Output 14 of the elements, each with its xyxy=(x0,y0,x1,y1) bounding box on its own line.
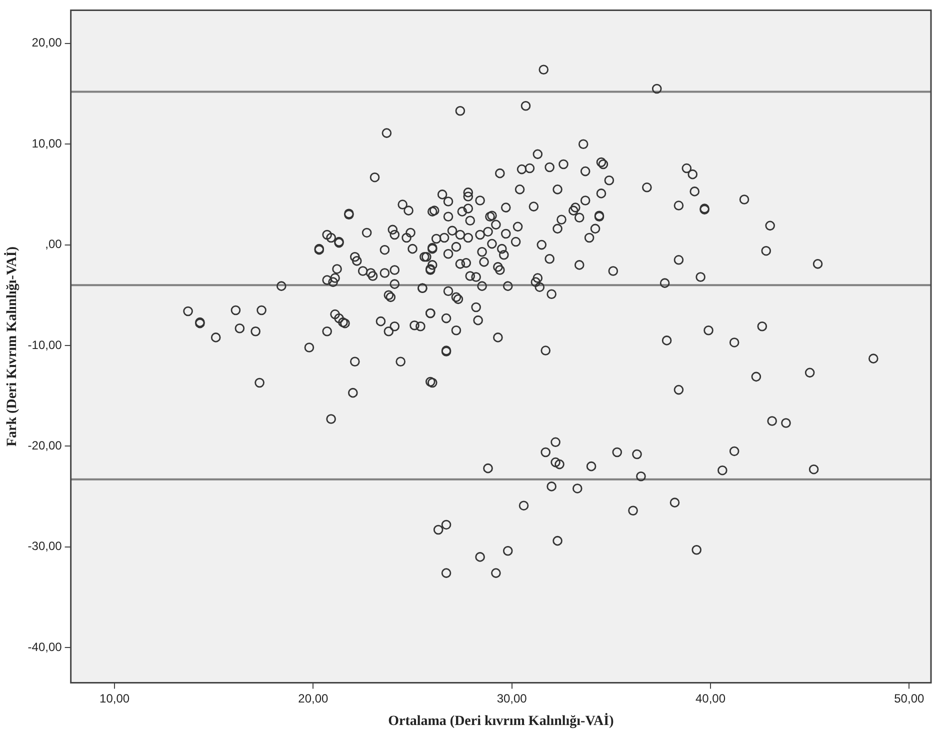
y-tick-label: 10,00 xyxy=(32,136,62,150)
x-tick-label: 30,00 xyxy=(496,691,528,706)
x-tick-label: 10,00 xyxy=(100,691,130,706)
x-tick-label: 50,00 xyxy=(894,691,924,706)
y-tick-label: -10,00 xyxy=(28,338,62,352)
y-tick-label: -30,00 xyxy=(28,539,62,554)
x-tick-label: 40,00 xyxy=(695,691,726,706)
y-tick-label: -40,00 xyxy=(28,640,62,654)
y-tick-label: -20,00 xyxy=(28,438,62,452)
x-tick-label: 20,00 xyxy=(298,691,329,706)
y-tick-label: ,00 xyxy=(45,237,62,252)
y-tick-label: 20,00 xyxy=(32,36,62,50)
x-axis-title: Ortalama (Deri kıvrım Kalınlığı-VAİ) xyxy=(388,713,614,730)
y-axis-title: Fark (Deri Kıvrım Kalınlığı-VAİ) xyxy=(4,246,20,446)
